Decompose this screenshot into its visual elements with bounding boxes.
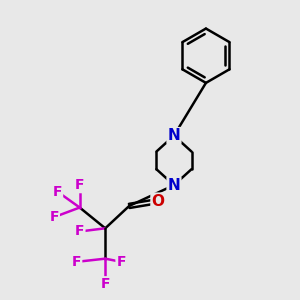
Text: F: F — [100, 277, 110, 291]
Text: F: F — [52, 184, 62, 199]
Text: N: N — [168, 178, 180, 193]
Text: N: N — [168, 128, 180, 143]
Text: F: F — [50, 210, 59, 224]
Text: O: O — [152, 194, 164, 208]
Text: F: F — [75, 224, 84, 239]
Text: F: F — [72, 255, 81, 269]
Text: F: F — [75, 178, 84, 192]
Text: F: F — [116, 255, 126, 269]
